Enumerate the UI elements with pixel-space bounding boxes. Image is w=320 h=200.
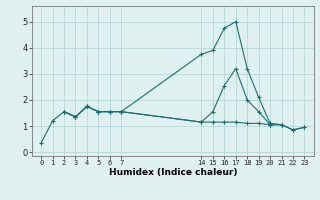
X-axis label: Humidex (Indice chaleur): Humidex (Indice chaleur) bbox=[108, 168, 237, 177]
